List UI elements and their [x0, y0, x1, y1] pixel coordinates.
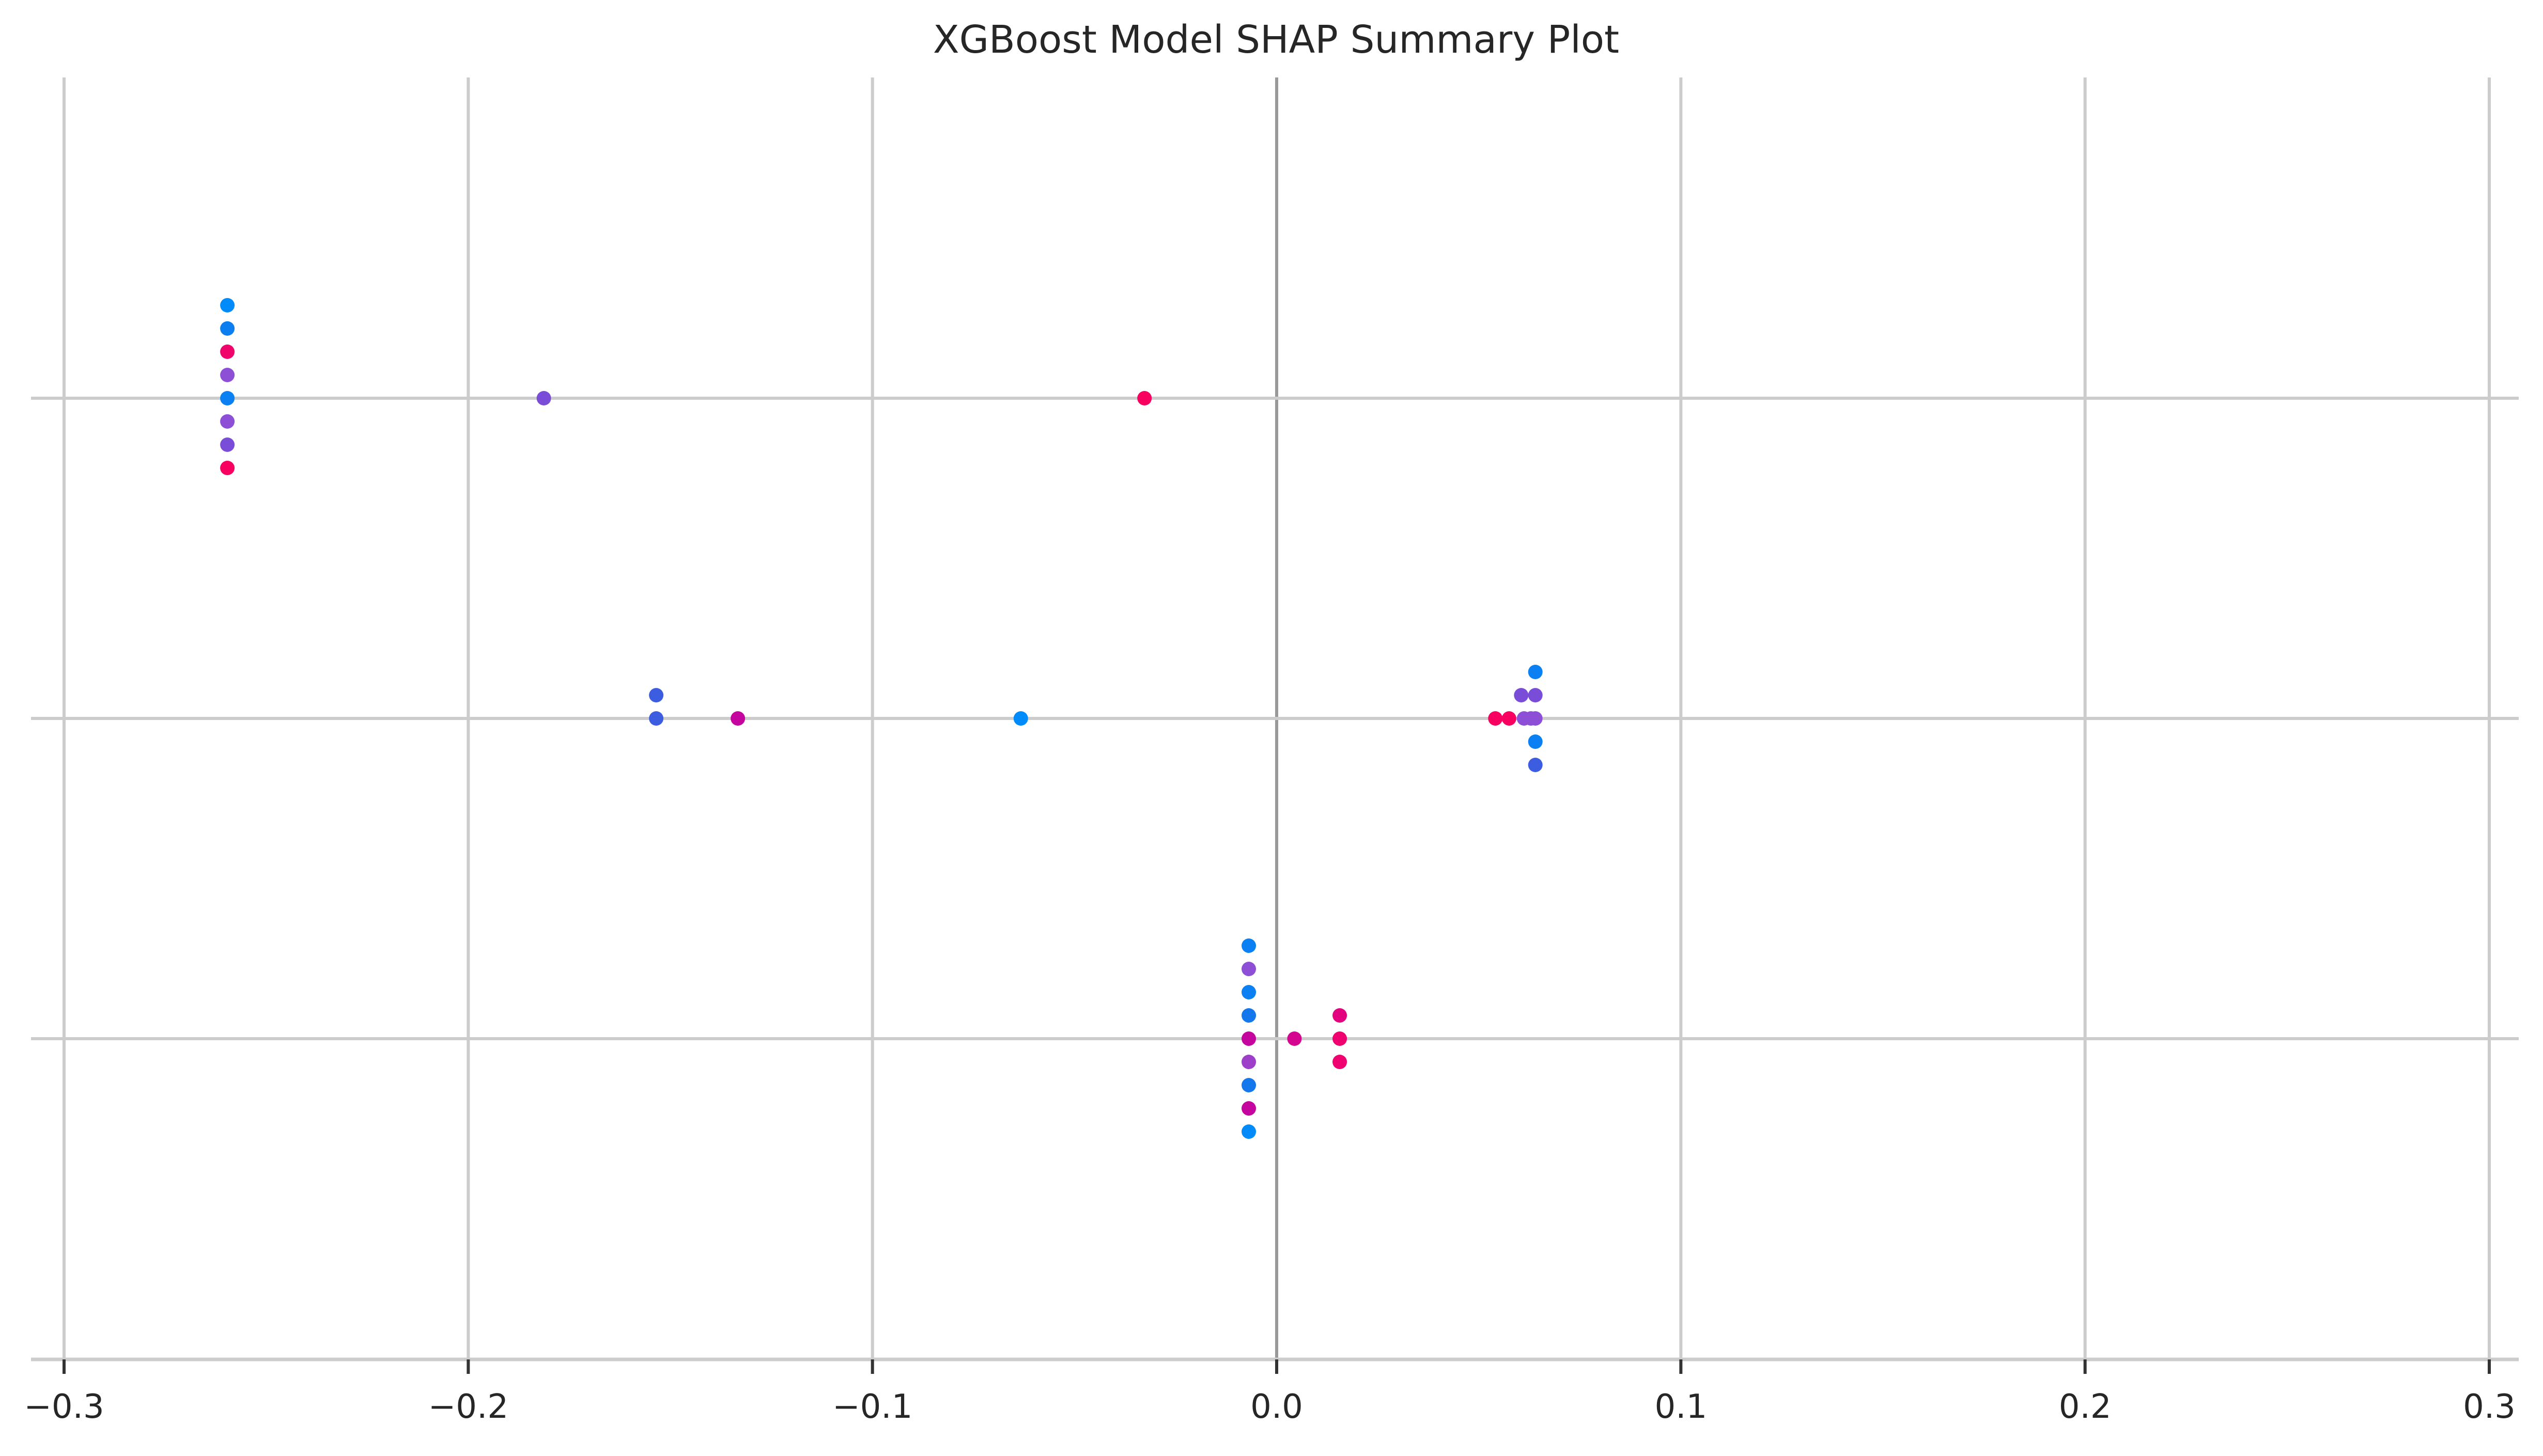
shap-point — [1332, 1031, 1347, 1046]
shap-point — [1242, 1124, 1257, 1139]
shap-point — [220, 414, 235, 429]
shap-point — [1528, 758, 1543, 772]
x-axis: −0.3 −0.2 −0.1 0.0 0.1 0.2 0.3 — [24, 1357, 2519, 1426]
shap-point — [1242, 1031, 1257, 1046]
shap-point — [731, 711, 746, 726]
shap-point — [536, 391, 551, 405]
x-tick-label: −0.3 — [24, 1388, 104, 1426]
shap-point — [1242, 962, 1257, 976]
shap-point — [1332, 1055, 1347, 1069]
shap-point — [1242, 938, 1257, 953]
shap-point — [1528, 711, 1543, 726]
shap-point — [1137, 391, 1152, 405]
x-tick-label: 0.3 — [2463, 1388, 2516, 1426]
shap-point — [649, 711, 664, 726]
shap-point — [1287, 1031, 1302, 1046]
grid-layer — [31, 77, 2519, 1359]
shap-point — [220, 298, 235, 312]
shap-point — [1242, 1055, 1257, 1069]
shap-point — [1242, 1078, 1257, 1092]
shap-point — [1013, 711, 1028, 726]
x-tick-label: 0.2 — [2059, 1388, 2112, 1426]
data-points — [220, 298, 1543, 1139]
shap-point — [1242, 1008, 1257, 1023]
x-tick-label: −0.2 — [428, 1388, 508, 1426]
shap-point — [220, 321, 235, 336]
shap-point — [220, 461, 235, 475]
chart-title: XGBoost Model SHAP Summary Plot — [933, 18, 1619, 62]
shap-point — [1528, 665, 1543, 679]
x-tick-label: −0.1 — [832, 1388, 912, 1426]
shap-point — [220, 391, 235, 405]
shap-point — [1528, 688, 1543, 702]
shap-point — [1332, 1008, 1347, 1023]
shap-point — [1242, 1101, 1257, 1116]
shap-point — [220, 345, 235, 359]
shap-point — [1488, 711, 1503, 726]
shap-point — [220, 437, 235, 452]
shap-point — [220, 368, 235, 382]
shap-point — [1514, 688, 1529, 702]
x-tick-label: 0.1 — [1654, 1388, 1707, 1426]
shap-point — [1528, 734, 1543, 749]
shap-point — [1242, 985, 1257, 999]
x-tick-label: 0.0 — [1250, 1388, 1303, 1426]
shap-point — [649, 688, 664, 702]
shap-point — [1501, 711, 1516, 726]
